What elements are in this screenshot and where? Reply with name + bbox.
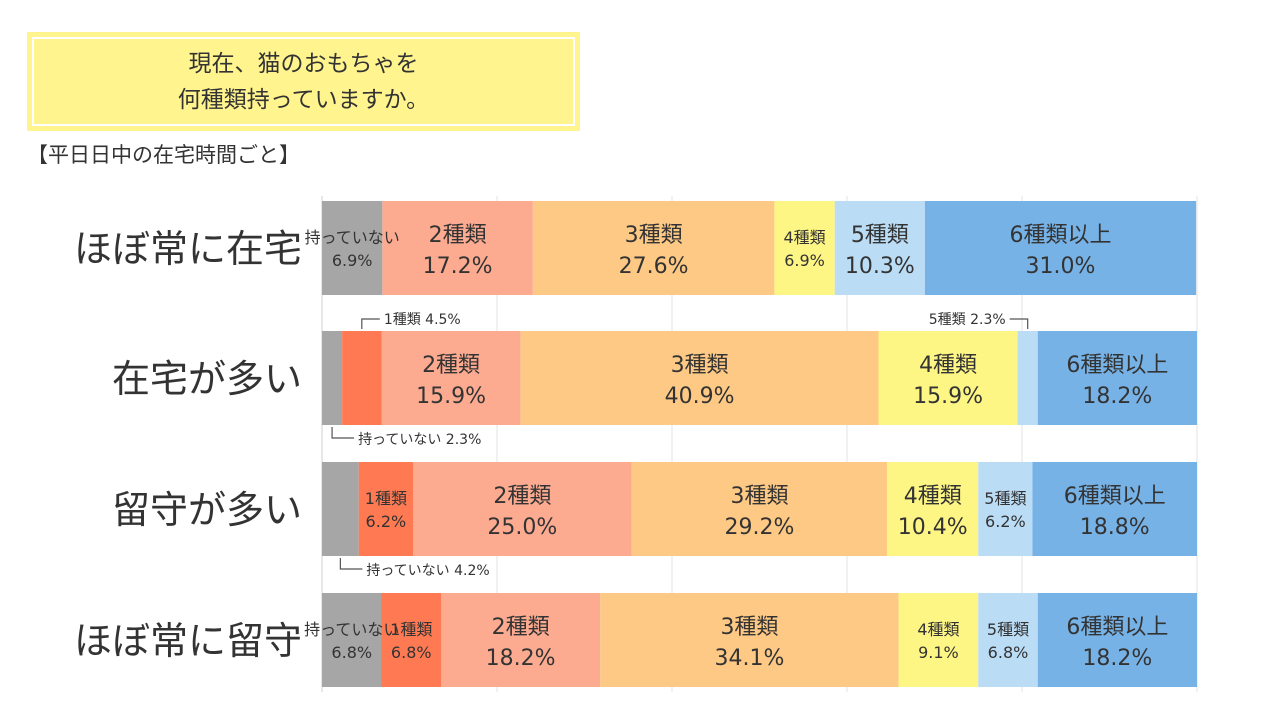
bar-segment-four xyxy=(774,201,835,295)
segment-name-label: 4種類 xyxy=(919,353,977,378)
bar-segment-three xyxy=(600,593,899,687)
segment-name-label: 2種類 xyxy=(493,484,551,509)
segment-name-label: 5種類 xyxy=(851,223,909,248)
segment-value-label: 9.1% xyxy=(918,643,959,662)
bar-segment-two xyxy=(381,331,521,425)
callout-label: 持っていない 4.2% xyxy=(366,563,489,579)
segment-value-label: 6.2% xyxy=(366,512,407,531)
bar-segment-one xyxy=(358,462,413,556)
bar-segment-one xyxy=(342,331,382,425)
segment-value-label: 27.6% xyxy=(619,254,689,279)
callout-label: 1種類 4.5% xyxy=(384,312,461,328)
segment-value-label: 10.3% xyxy=(845,254,915,279)
segment-name-label: 3種類 xyxy=(720,615,778,640)
bar-segment-six xyxy=(924,201,1197,295)
bar-segment-six xyxy=(1037,593,1197,687)
segment-value-label: 29.2% xyxy=(725,515,795,540)
category-label: ほぼ常に在宅 xyxy=(74,227,302,271)
segment-value-label: 10.4% xyxy=(898,515,968,540)
segment-value-label: 6.8% xyxy=(988,643,1029,662)
segment-value-label: 34.1% xyxy=(714,646,784,671)
bar-segment-two xyxy=(382,201,533,295)
segment-name-label: 6種類以上 xyxy=(1064,484,1166,509)
bar-segment-none xyxy=(322,462,359,556)
bar-segment-five xyxy=(978,462,1033,556)
callout-line xyxy=(361,318,380,329)
segment-value-label: 18.2% xyxy=(486,646,556,671)
bar-segment-six xyxy=(1037,331,1197,425)
bar-segment-two xyxy=(413,462,632,556)
segment-value-label: 18.2% xyxy=(1082,384,1152,409)
bar-segment-five xyxy=(978,593,1038,687)
title-line-2: 何種類持っていますか。 xyxy=(177,86,430,113)
segment-name-label: 6種類以上 xyxy=(1066,615,1168,640)
bar-segment-four xyxy=(898,593,979,687)
title-box: 現在、猫のおもちゃを 何種類持っていますか。 xyxy=(27,32,580,131)
segment-name-label: 4種類 xyxy=(904,484,962,509)
segment-name-label: 持っていない xyxy=(304,620,399,639)
segment-name-label: 持っていない xyxy=(305,228,400,247)
segment-name-label: 4種類 xyxy=(917,620,959,639)
category-label: ほぼ常に留守 xyxy=(74,619,302,663)
bar-segment-six xyxy=(1032,462,1197,556)
segment-value-label: 6.9% xyxy=(784,251,825,270)
bar-segment-four xyxy=(878,331,1018,425)
segment-name-label: 2種類 xyxy=(429,223,487,248)
callout-line xyxy=(1009,318,1029,329)
segment-name-label: 1種類 xyxy=(365,489,407,508)
bar-segment-three xyxy=(631,462,888,556)
bar-segment-five xyxy=(1017,331,1038,425)
segment-name-label: 3種類 xyxy=(625,223,683,248)
segment-name-label: 2種類 xyxy=(492,615,550,640)
segment-value-label: 18.8% xyxy=(1080,515,1150,540)
segment-name-label: 3種類 xyxy=(731,484,789,509)
bar-segment-none xyxy=(322,201,383,295)
bar-segment-none xyxy=(322,331,343,425)
segment-name-label: 5種類 xyxy=(984,489,1026,508)
segment-value-label: 31.0% xyxy=(1026,254,1096,279)
segment-value-label: 6.8% xyxy=(331,643,372,662)
segment-value-label: 25.0% xyxy=(487,515,557,540)
category-label: 在宅が多い xyxy=(112,357,302,401)
segment-name-label: 6種類以上 xyxy=(1010,223,1112,248)
segment-value-label: 15.9% xyxy=(416,384,486,409)
bar-layer xyxy=(322,201,1197,687)
label-layer: ほぼ常に在宅 持っていない6.9%2種類17.2%3種類27.6%4種類6.9%5… xyxy=(74,223,1168,671)
bar-segment-one xyxy=(381,593,441,687)
segment-value-label: 6.2% xyxy=(985,512,1026,531)
bar-segment-five xyxy=(834,201,925,295)
segment-value-label: 15.9% xyxy=(913,384,983,409)
segment-name-label: 2種類 xyxy=(422,353,480,378)
segment-value-label: 18.2% xyxy=(1082,646,1152,671)
callout-label: 5種類 2.3% xyxy=(929,312,1006,328)
bar-segment-two xyxy=(441,593,601,687)
segment-name-label: 6種類以上 xyxy=(1066,353,1168,378)
callout-line xyxy=(331,427,355,439)
segment-value-label: 6.8% xyxy=(391,643,432,662)
segment-value-label: 6.9% xyxy=(332,251,373,270)
subtitle: 【平日日中の在宅時間ごと】 xyxy=(27,143,300,167)
segment-value-label: 17.2% xyxy=(423,254,493,279)
bar-segment-none xyxy=(322,593,382,687)
bar-segment-four xyxy=(887,462,979,556)
segment-name-label: 3種類 xyxy=(671,353,729,378)
segment-name-label: 1種類 xyxy=(390,620,432,639)
callout-line xyxy=(339,558,363,570)
category-label: 留守が多い xyxy=(112,488,302,532)
segment-name-label: 4種類 xyxy=(783,228,825,247)
callout-label: 持っていない 2.3% xyxy=(358,432,481,448)
bar-segment-three xyxy=(520,331,879,425)
title-line-1: 現在、猫のおもちゃを xyxy=(188,50,419,77)
bar-segment-three xyxy=(532,201,775,295)
segment-name-label: 5種類 xyxy=(987,620,1029,639)
segment-value-label: 40.9% xyxy=(665,384,735,409)
